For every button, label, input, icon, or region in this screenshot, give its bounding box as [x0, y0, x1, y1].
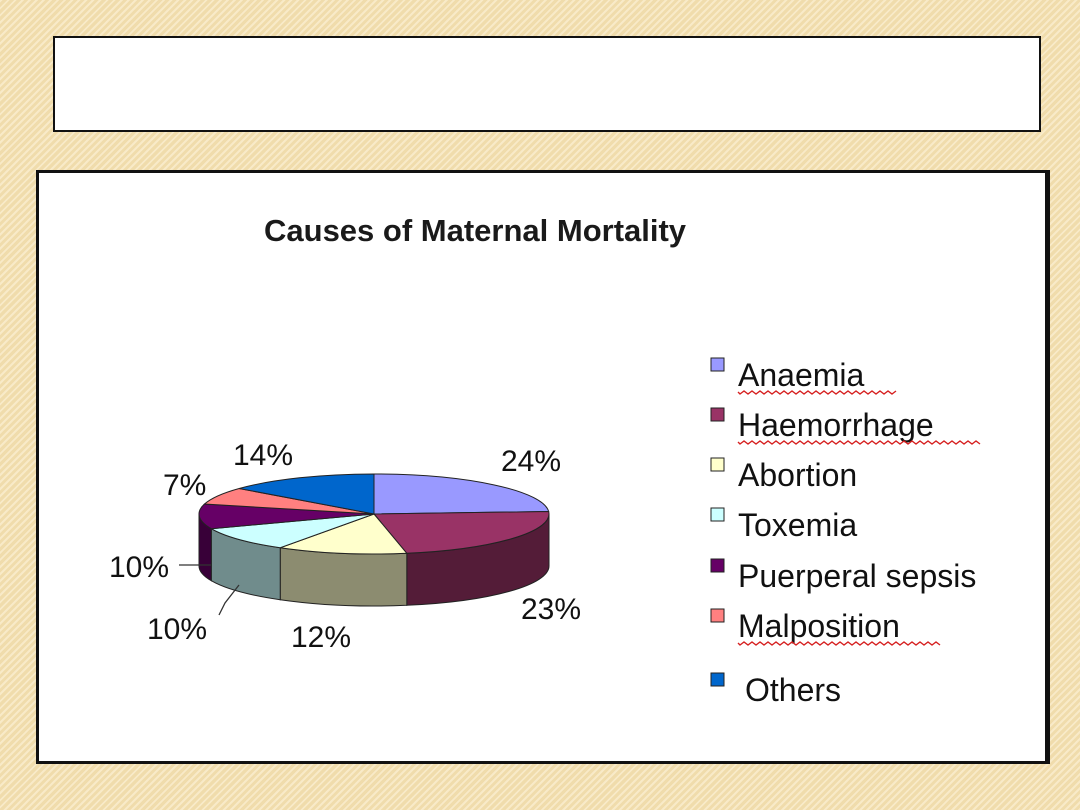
- legend-swatch-abortion: [710, 457, 725, 472]
- pie-group: [198, 473, 550, 607]
- slide-title-box: [53, 36, 1041, 132]
- chart-panel: Causes of Maternal Mortality 24% 23% 12% 10…: [36, 170, 1050, 764]
- data-label-anaemia: 24%: [501, 445, 561, 478]
- legend-swatch-malposition: [710, 608, 725, 623]
- data-labels: 24% 23% 12% 10% 10% 7% 14%: [109, 439, 581, 654]
- spellcheck-underline: [737, 440, 981, 445]
- legend: Anaemia Haemorrhage Abortion Toxemia Puerper…: [710, 357, 981, 708]
- legend-label-haemorrhage: Haemorrhage: [738, 407, 934, 443]
- pie-side-abortion: [279, 547, 408, 607]
- data-label-haemorrhage: 23%: [521, 593, 581, 626]
- legend-label-toxemia: Toxemia: [738, 507, 857, 543]
- spellcheck-underline: [737, 390, 897, 395]
- legend-swatch-toxemia: [710, 507, 725, 522]
- pie-slice-puerperal-sepsis: [198, 503, 375, 530]
- data-label-toxemia: 10%: [147, 613, 207, 646]
- legend-label-abortion: Abortion: [738, 457, 857, 493]
- data-label-others: 14%: [233, 439, 293, 472]
- pie-slice-toxemia: [209, 513, 375, 549]
- data-label-malposition: 7%: [163, 469, 206, 502]
- pie-slice-haemorrhage: [372, 510, 550, 554]
- chart-title: Causes of Maternal Mortality: [264, 213, 687, 248]
- pie-chart: Causes of Maternal Mortality 24% 23% 12% 10…: [109, 213, 981, 708]
- leader-lines: [179, 564, 240, 616]
- legend-swatch-anaemia: [710, 357, 725, 372]
- pie-slice-others: [239, 473, 375, 515]
- legend-label-anaemia: Anaemia: [738, 357, 865, 393]
- pie-slice-anaemia: [373, 473, 550, 515]
- legend-label-puerperal-sepsis: Puerperal sepsis: [738, 558, 976, 594]
- legend-label-malposition: Malposition: [738, 608, 900, 644]
- data-label-puerperal-sepsis: 10%: [109, 551, 169, 584]
- leader-line-toxemia: [218, 584, 240, 616]
- legend-swatch-others: [710, 672, 725, 687]
- legend-swatch-haemorrhage: [710, 407, 725, 422]
- data-label-abortion: 12%: [291, 621, 351, 654]
- spellcheck-underline: [737, 641, 941, 646]
- legend-label-others: Others: [745, 672, 841, 708]
- legend-swatch-puerperal-sepsis: [710, 558, 725, 573]
- pie-slice-abortion: [280, 513, 408, 555]
